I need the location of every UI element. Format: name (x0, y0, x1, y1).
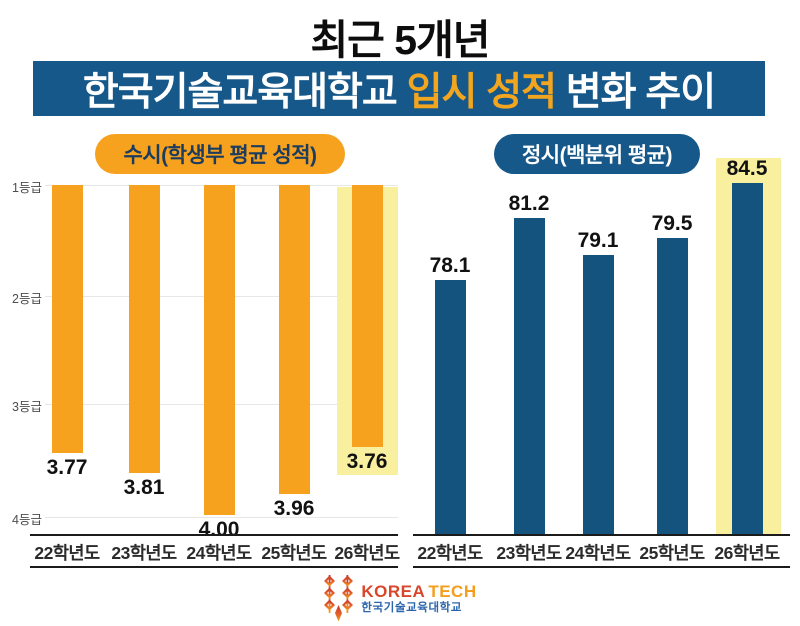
logo-tech-text: TECH (428, 582, 477, 602)
susi-bar (51, 185, 83, 453)
susi-value-label: 3.76 (346, 450, 388, 473)
jeongsi-value-label: 84.5 (726, 157, 768, 180)
susi-ytick-label: 3등급 (12, 400, 42, 414)
susi-axis-line-bottom (30, 566, 398, 568)
logo-brand-line: KOREA TECH (361, 582, 476, 602)
jeongsi-value-label: 78.1 (429, 254, 471, 277)
jeongsi-axis-line-bottom (413, 566, 790, 568)
jeongsi-bar (656, 238, 688, 535)
susi-ytick-label: 4등급 (12, 513, 42, 527)
susi-bar (203, 185, 235, 515)
jeongsi-value-label: 79.5 (651, 212, 693, 235)
logo-subtext: 한국기술교육대학교 (361, 601, 463, 614)
susi-bar (128, 185, 160, 473)
jeongsi-chart-pill-label: 정시(백분위 평균) (494, 134, 700, 174)
susi-gridline (45, 517, 398, 518)
susi-axis-line-top (30, 534, 398, 536)
jeongsi-category-label: 23학년도 (496, 543, 562, 563)
susi-value-label: 4.00 (198, 518, 240, 541)
jeongsi-category-label: 24학년도 (565, 543, 631, 563)
jeongsi-axis-line-top (413, 534, 790, 536)
koreatech-logo-icon (324, 575, 354, 622)
footer-logo: KOREA TECH 한국기술교육대학교 (0, 575, 800, 622)
susi-value-label: 3.96 (273, 497, 315, 520)
susi-ytick-label: 2등급 (12, 292, 42, 306)
susi-category-label: 22학년도 (34, 543, 100, 563)
jeongsi-value-label: 79.1 (577, 229, 619, 252)
jeongsi-value-label: 81.2 (508, 192, 550, 215)
susi-bar (278, 185, 310, 494)
susi-category-label: 23학년도 (111, 543, 177, 563)
susi-ytick-label: 1등급 (12, 181, 42, 195)
jeongsi-bar (434, 280, 466, 535)
page-title: 최근 5개년 (310, 17, 490, 63)
banner-text-suffix: 변화 추이 (555, 70, 716, 114)
logo-korea-text: KOREA (361, 582, 426, 602)
jeongsi-bar (731, 183, 763, 535)
banner-text-prefix: 한국기술교육대학교 (82, 70, 407, 114)
susi-category-label: 25학년도 (261, 543, 327, 563)
susi-value-label: 3.77 (46, 456, 88, 479)
susi-category-label: 26학년도 (334, 543, 400, 563)
susi-bar (351, 185, 383, 447)
jeongsi-category-label: 26학년도 (714, 543, 780, 563)
susi-chart-pill-label: 수시(학생부 평균 성적) (95, 134, 345, 174)
jeongsi-category-label: 25학년도 (639, 543, 705, 563)
banner-text-highlight: 입시 성적 (406, 70, 557, 114)
banner-title: 한국기술교육대학교 입시 성적 변화 추이 (33, 61, 765, 116)
susi-value-label: 3.81 (123, 476, 165, 499)
susi-category-label: 24학년도 (186, 543, 252, 563)
logo-wordmark: KOREA TECH 한국기술교육대학교 (361, 582, 476, 615)
jeongsi-bar (582, 255, 614, 535)
jeongsi-category-label: 22학년도 (417, 543, 483, 563)
jeongsi-bar (513, 218, 545, 535)
